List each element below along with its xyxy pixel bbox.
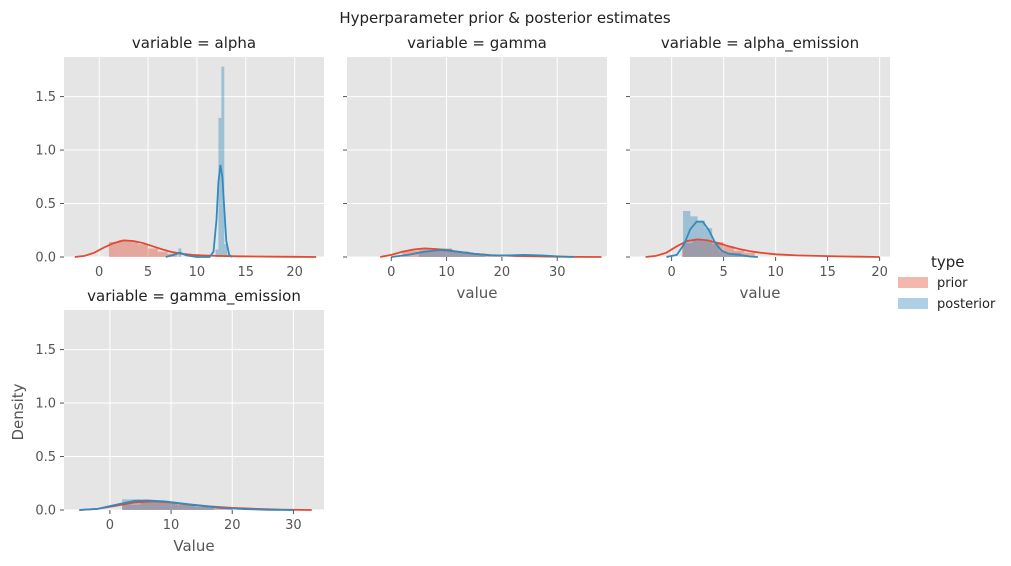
hist-bar-prior [682,243,693,257]
facet-panel: variable = gamma_emission 0.0 0.5 1.0 1.5 0 10… [35,287,324,555]
legend: type prior posterior [898,253,996,312]
kde-line-posterior [165,164,233,258]
panel-background [347,57,607,257]
x-tick-label: 5 [144,265,152,280]
y-tick-label: 1.0 [35,144,56,159]
legend-label-posterior: posterior [937,297,996,312]
facet-panel: variable = alpha_emission 0 5 10 15 20 value [626,34,890,302]
hist-bar-prior [744,252,755,257]
kde-line-posterior [666,220,758,258]
hist-bar-posterior [224,244,228,257]
hist-bar-prior [418,248,436,257]
hist-bar-posterior [218,117,222,257]
hist-bar-posterior [452,251,469,257]
x-tick-label: 30 [549,265,566,280]
x-tick-label: 10 [163,518,180,533]
y-tick-label: 0.0 [35,251,56,266]
legend-title: type [931,253,965,271]
facet-panel: variable = gamma 0 10 20 30 value [343,34,607,302]
x-axis-label: value [457,284,498,302]
x-axis-label: value [740,284,781,302]
hist-bar-prior [195,506,214,510]
facet-panel: variable = alpha 0.0 0.5 1.0 1.5 0 5 10 15 20 [35,34,324,280]
hist-bar-posterior [177,504,196,510]
x-tick-label: 0 [667,265,675,280]
x-tick-label: 10 [189,265,206,280]
panel-title: variable = alpha_emission [661,34,859,53]
y-tick-label: 1.5 [35,343,56,358]
panel-title: variable = alpha [132,34,256,52]
kde-line-prior [74,239,317,258]
x-tick-label: 10 [438,265,455,280]
x-tick-label: 15 [819,265,836,280]
x-tick-label: 30 [285,518,302,533]
x-tick-label: 0 [106,518,114,533]
hist-bar-prior [468,253,486,257]
hist-bar-prior [435,248,453,257]
hist-bar-posterior [221,66,225,257]
hist-bar-prior [138,244,149,257]
hist-bar-posterior [215,249,219,257]
x-tick-label: 20 [871,265,888,280]
hist-bar-prior [128,240,139,257]
legend-swatch-posterior [898,298,928,309]
hist-bar-posterior [418,251,436,257]
hist-bar-posterior [122,499,141,510]
hist-bar-prior [148,248,158,257]
hist-bar-prior [140,501,159,510]
hist-bar-prior [177,504,196,510]
hist-bar-posterior [435,248,453,257]
y-tick-label: 0.5 [35,197,56,212]
panel-title: variable = gamma_emission [87,287,301,306]
hist-bar-posterior [683,211,691,257]
hist-bar-prior [713,242,724,257]
x-tick-label: 20 [286,265,303,280]
panel-title: variable = gamma [407,34,547,52]
x-tick-label: 15 [238,265,255,280]
y-tick-label: 0.5 [35,450,56,465]
hist-bar-prior [108,242,119,257]
x-tick-label: 5 [719,265,727,280]
hist-bar-prior [723,246,734,257]
hist-bar-prior [118,239,129,257]
hist-bar-posterior [690,216,698,257]
hist-bar-prior [452,251,469,257]
hist-bar-posterior [712,244,720,257]
hist-bar-posterior [468,253,486,257]
hist-bar-prior [122,504,141,510]
hist-bar-posterior [697,220,705,257]
y-axis-label: Density [9,383,27,440]
panel-background [630,57,890,257]
hist-bar-posterior [195,506,214,510]
y-tick-label: 1.0 [35,397,56,412]
y-tick-label: 1.5 [35,90,56,105]
x-tick-label: 10 [767,265,784,280]
hist-bar-posterior [704,228,713,257]
hist-bar-prior [158,501,178,510]
x-axis-label: Value [173,537,214,555]
legend-label-prior: prior [937,276,968,291]
panel-background [64,310,324,510]
hist-bar-posterior [719,251,727,257]
kde-line-posterior [391,249,574,258]
x-tick-label: 0 [95,265,103,280]
chart-title: Hyperparameter prior & posterior estimat… [339,9,671,27]
kde-line-posterior [79,499,294,511]
panel-background [64,57,324,257]
x-tick-label: 20 [494,265,511,280]
hist-bar-posterior [158,502,178,510]
x-tick-label: 0 [387,265,395,280]
hist-bar-prior [692,239,703,257]
hist-bar-prior [157,251,168,257]
hist-bar-posterior [140,500,159,510]
kde-line-prior [645,238,880,258]
x-tick-label: 20 [224,518,241,533]
legend-swatch-prior [898,277,928,288]
hist-bar-prior [702,240,714,257]
hist-bar-prior [734,250,745,257]
y-tick-label: 0.0 [35,504,56,519]
